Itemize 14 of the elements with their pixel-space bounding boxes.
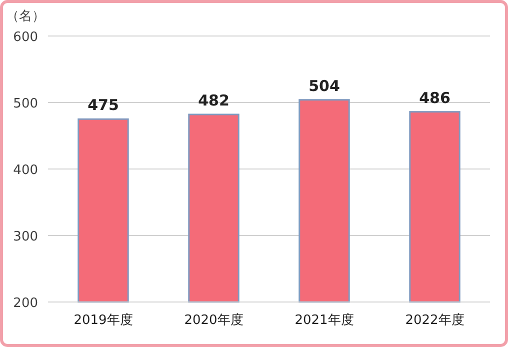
x-tick-label: 2020年度	[184, 312, 244, 328]
y-axis-title: （名）	[6, 9, 45, 24]
x-tick-label: 2019年度	[74, 312, 133, 328]
y-tick-label: 300	[13, 230, 38, 244]
y-tick-label: 500	[13, 96, 38, 112]
x-tick-label: 2021年度	[294, 312, 354, 328]
y-tick-label: 600	[13, 30, 38, 45]
data-label: 475	[88, 96, 119, 114]
data-label: 504	[308, 76, 340, 95]
data-label: 486	[419, 88, 450, 107]
x-tick-label: 2022年度	[405, 312, 464, 328]
y-tick-label: 200	[13, 296, 38, 311]
data-label: 482	[198, 91, 230, 110]
y-tick-label: 400	[13, 163, 38, 178]
